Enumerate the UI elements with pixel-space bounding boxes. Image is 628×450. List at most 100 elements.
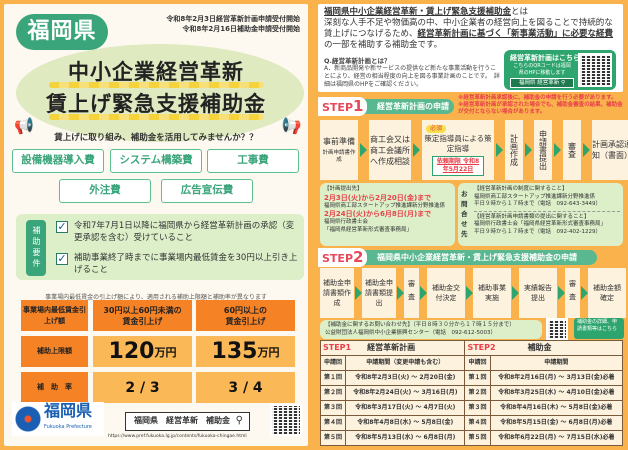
qr-title: 経営革新計画はこちら (510, 54, 580, 62)
question: Q.経営革新計画とは？ (324, 57, 391, 65)
round-cell: 第１回 (319, 370, 347, 386)
arrow-right-icon (413, 143, 420, 157)
step1-notes: ※経営革新計画承認後に、補助金の申請を行う必要があります。 ※経営革新計画が承認さ… (458, 95, 625, 116)
inquiry-label: お問合せ先 (461, 190, 468, 238)
search-text: 福岡県 経営革新 補助金 (134, 416, 230, 425)
arrow-right-icon (496, 143, 503, 157)
inquiry-phone: 平日９時から１７時まで（電話 092-402-1229） (474, 228, 601, 235)
megaphone-icon: 📢 (14, 116, 34, 135)
left-panel: 令和8年2月3日経営革新計画申請受付開始 令和8年2月16日補助金申請受付開始 福… (4, 4, 308, 446)
period-cell: 令和8年5月15日(金) ～ 6月8日(月)必着 (489, 415, 624, 431)
plan-start-date: 令和8年2月3日経営革新計画申請受付開始 (166, 15, 300, 23)
schedule-row: 第１回 令和8年2月3日(火) ～ 2月20日(金) 第１回 令和8年2月16日(月)… (319, 370, 624, 386)
website-url[interactable]: https://www.pref.fukuoka.lg.jp/contents/… (108, 434, 247, 439)
limit-value-1: 120 万円 (93, 336, 192, 367)
col-round: 申請回 (464, 355, 491, 371)
submission-office-2: 福岡県行政書士会 (324, 219, 369, 225)
schedule-row: 第３回 令和8年3月17日(火) ～ 4月7日(火) 第３回 令和8年4月16日(木)… (319, 400, 624, 416)
flow-step: 補助事業実施 (473, 268, 511, 318)
intro-title: 福岡県中小企業経営革新・賃上げ緊急支援補助金 (324, 7, 512, 17)
step2-tag: STEP2 (467, 343, 496, 352)
step2-label: STEP2 (318, 248, 368, 267)
requirement-item: ✓ 補助事業終了時までに事業場内最低賃金を30円以上引き上げること (56, 252, 301, 276)
period-cell: 令和8年3月25日(水) ～ 4月10日(金)必着 (489, 385, 624, 401)
limit-unit: 万円 (257, 345, 280, 359)
step1-tag: STEP1 (323, 343, 352, 352)
category-system: システム構築費 (110, 149, 202, 173)
header-60-plus: 60円以上の賃金引上げ (196, 300, 295, 331)
wave-decoration (49, 114, 264, 120)
period-cell: 令和8年2月3日(火) ～ 2月20日(金) (345, 370, 466, 386)
arrow-right-icon (583, 143, 590, 157)
flow-step: 補助金額確定 (588, 268, 626, 318)
logo-text: 福岡県 (44, 401, 93, 420)
flow-step: 計画承認通知（書面） (592, 120, 628, 180)
checkbox-icon: ✓ (56, 252, 68, 265)
period-cell: 令和8年6月22日(月) ～ 7月15日(水)必着 (489, 430, 624, 446)
logo-subtext: Fukuoka Prefecture (44, 424, 92, 430)
flow-step-text: 計画承認通知（書面） (592, 140, 628, 160)
limit-value-2: 135 万円 (196, 336, 295, 367)
schedule-table: STEP1 経営革新計画 STEP2 補助金 申請回 申請期間（変更申請も含む）申… (319, 340, 624, 446)
arrow-right-icon (554, 143, 561, 157)
rate-value-2: 3 / 4 (196, 372, 295, 403)
inquiry-heading: 【経営革新計画の制度に関すること】 (474, 186, 568, 192)
round-cell: 第５回 (319, 430, 347, 446)
subsidy-qr-code[interactable] (546, 318, 568, 340)
submission-office-1: 福岡県商工部スタートアップ推進課新分野推進係 (324, 202, 446, 209)
step2-title: 福岡県中小企業経営革新・賃上げ緊急支援補助金の申請 (377, 253, 577, 262)
title-line-2: 賃上げ緊急支援補助金 (46, 92, 266, 116)
submission-period-1: 2月3日(火)から2月20日(金)まで (324, 193, 432, 202)
intro-body: 深刻な人手不足や物価高の中、中小企業者の経営向上を図ることで持続的な賃上げにつな… (324, 18, 613, 39)
start-dates: 令和8年2月3日経営革新計画申請受付開始 令和8年2月16日補助金申請受付開始 (166, 14, 300, 34)
arrow-right-icon (512, 286, 519, 300)
header-wage-increase: 事業場内最低賃金引上げ額 (21, 300, 88, 331)
requirements-label: 補助要件 (26, 220, 46, 276)
required-badge: 必須 (426, 124, 447, 133)
requirements-box: 補助要件 ✓ 令和7年7月1日以降に福岡県から経営革新計画の承認（変更承認を含む）… (16, 214, 304, 280)
flow-step: 必須 策定指導員による策定指導 依頼期限 令和8年5月22日 (422, 120, 494, 180)
prefecture-badge: 福岡県 (16, 14, 108, 50)
flow-step: 審査 (404, 268, 419, 318)
plan-search-box[interactable]: 福岡県 経営革新 ⚲ (510, 78, 574, 88)
round-cell: 第１回 (464, 370, 491, 386)
qr-code[interactable] (270, 404, 302, 436)
step2-col-header: STEP2 補助金 (464, 340, 623, 356)
wave-decoration (49, 82, 264, 88)
limit-unit: 万円 (154, 345, 177, 359)
subsidy-qr-callout: 補助金の詳細、申請書類等はこちら (574, 318, 624, 339)
step1-col-header: STEP1 経営革新計画 (319, 340, 466, 356)
tagline: 賃上げに取り組み、補助金を活用してみませんか？？ (54, 133, 258, 143)
title-background (16, 44, 304, 142)
category-construction: 工事費 (207, 149, 299, 173)
search-box[interactable]: 福岡県 経営革新 補助金 ⚲ (125, 412, 250, 431)
step1-header: STEP1 経営革新計画の申請 (318, 97, 454, 116)
period-cell: 令和8年4月16日(木) ～ 5月8日(金)必着 (489, 400, 624, 416)
note-line: ※経営革新計画が承認された場合でも、補助金審査の結果、補助金が交付とならない場合… (458, 102, 623, 115)
period-cell: 令和8年2月24日(火) ～ 3月16日(月) (345, 385, 466, 401)
arrow-right-icon (558, 286, 565, 300)
intro-emphasis: 経営革新計画に基づく「新事業活動」に必要な経費 (417, 29, 614, 39)
submission-office-2-detail: 「福岡県経営革新形式審査事務局」 (324, 226, 413, 233)
divider (474, 210, 620, 212)
step2-header: STEP2 福岡県中小企業経営革新・賃上げ緊急支援補助金の申請 (318, 248, 597, 267)
period-cell: 令和8年2月16日(月) ～ 3月13日(金)必着 (489, 370, 624, 386)
submission-period-2: 2月24日(火)から6月8日(月)まで (324, 210, 432, 218)
flow-step: 実績報告提出 (519, 268, 557, 318)
requirement-text: 補助事業終了時までに事業場内最低賃金を30円以上引き上げること (74, 253, 298, 275)
plan-qr-code[interactable] (578, 53, 612, 87)
flow-step-text: 事前準備 (323, 137, 355, 146)
inquiry-heading: 【経営革新計画申請書類の提出に関すること】 (474, 213, 590, 220)
col-round: 申請回 (319, 355, 347, 371)
note-line: ※経営革新計画承認後に、補助金の申請を行う必要があります。 (458, 95, 617, 101)
header-30-60: 30円以上60円未満の賃金引上げ (93, 300, 192, 331)
flow-step: 事前準備 計画申請書作成 (320, 120, 358, 180)
step1-title: 経営革新計画の申請 (377, 102, 449, 111)
flow-step-text: 策定指導員による策定指導 (424, 133, 492, 153)
flow-step: 審査 (563, 120, 581, 180)
fukuoka-logo: 福岡県 Fukuoka Prefecture (12, 402, 104, 436)
deadline: 依頼期限 令和8年5月22日 (432, 155, 484, 176)
flow-step: 審査 (565, 268, 580, 318)
category-outsourcing: 外注費 (59, 179, 151, 203)
flow-step-text: 計画作成 (509, 134, 519, 166)
